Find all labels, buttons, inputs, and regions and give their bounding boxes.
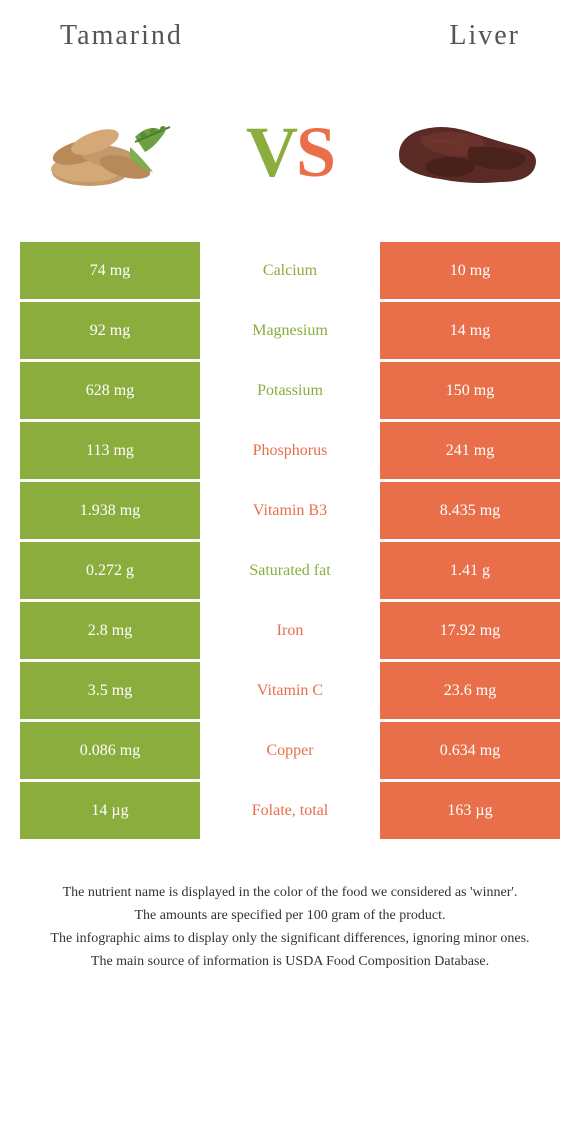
footer-notes: The nutrient name is displayed in the co… [0,842,580,994]
footer-line: The main source of information is USDA F… [20,951,560,972]
nutrient-label: Saturated fat [200,542,380,599]
footer-line: The nutrient name is displayed in the co… [20,882,560,903]
value-right: 14 mg [380,302,560,359]
table-row: 113 mgPhosphorus241 mg [20,422,560,479]
value-left: 14 µg [20,782,200,839]
value-left: 2.8 mg [20,602,200,659]
liver-image [380,92,550,212]
footer-line: The amounts are specified per 100 gram o… [20,905,560,926]
value-right: 10 mg [380,242,560,299]
nutrient-table: 74 mgCalcium10 mg92 mgMagnesium14 mg628 … [0,242,580,839]
value-left: 3.5 mg [20,662,200,719]
table-row: 3.5 mgVitamin C23.6 mg [20,662,560,719]
value-left: 0.272 g [20,542,200,599]
tamarind-image [30,92,200,212]
nutrient-label: Phosphorus [200,422,380,479]
nutrient-label: Calcium [200,242,380,299]
value-left: 628 mg [20,362,200,419]
table-row: 14 µgFolate, total163 µg [20,782,560,839]
footer-line: The infographic aims to display only the… [20,928,560,949]
nutrient-label: Copper [200,722,380,779]
vs-s: S [296,112,334,192]
value-left: 92 mg [20,302,200,359]
nutrient-label: Magnesium [200,302,380,359]
value-right: 23.6 mg [380,662,560,719]
value-right: 8.435 mg [380,482,560,539]
table-row: 0.086 mgCopper0.634 mg [20,722,560,779]
table-row: 628 mgPotassium150 mg [20,362,560,419]
nutrient-label: Folate, total [200,782,380,839]
vs-label: VS [246,111,334,194]
value-left: 0.086 mg [20,722,200,779]
food-title-left: Tamarind [60,20,183,52]
food-title-right: Liver [449,20,520,52]
nutrient-label: Vitamin C [200,662,380,719]
nutrient-label: Vitamin B3 [200,482,380,539]
value-right: 163 µg [380,782,560,839]
table-row: 92 mgMagnesium14 mg [20,302,560,359]
nutrient-label: Potassium [200,362,380,419]
vs-v: V [246,112,296,192]
table-row: 2.8 mgIron17.92 mg [20,602,560,659]
value-right: 241 mg [380,422,560,479]
table-row: 0.272 gSaturated fat1.41 g [20,542,560,599]
value-left: 74 mg [20,242,200,299]
images-row: VS [0,82,580,242]
value-right: 1.41 g [380,542,560,599]
value-left: 113 mg [20,422,200,479]
value-right: 17.92 mg [380,602,560,659]
value-right: 0.634 mg [380,722,560,779]
value-right: 150 mg [380,362,560,419]
value-left: 1.938 mg [20,482,200,539]
table-row: 1.938 mgVitamin B38.435 mg [20,482,560,539]
header: Tamarind Liver [0,0,580,82]
nutrient-label: Iron [200,602,380,659]
table-row: 74 mgCalcium10 mg [20,242,560,299]
